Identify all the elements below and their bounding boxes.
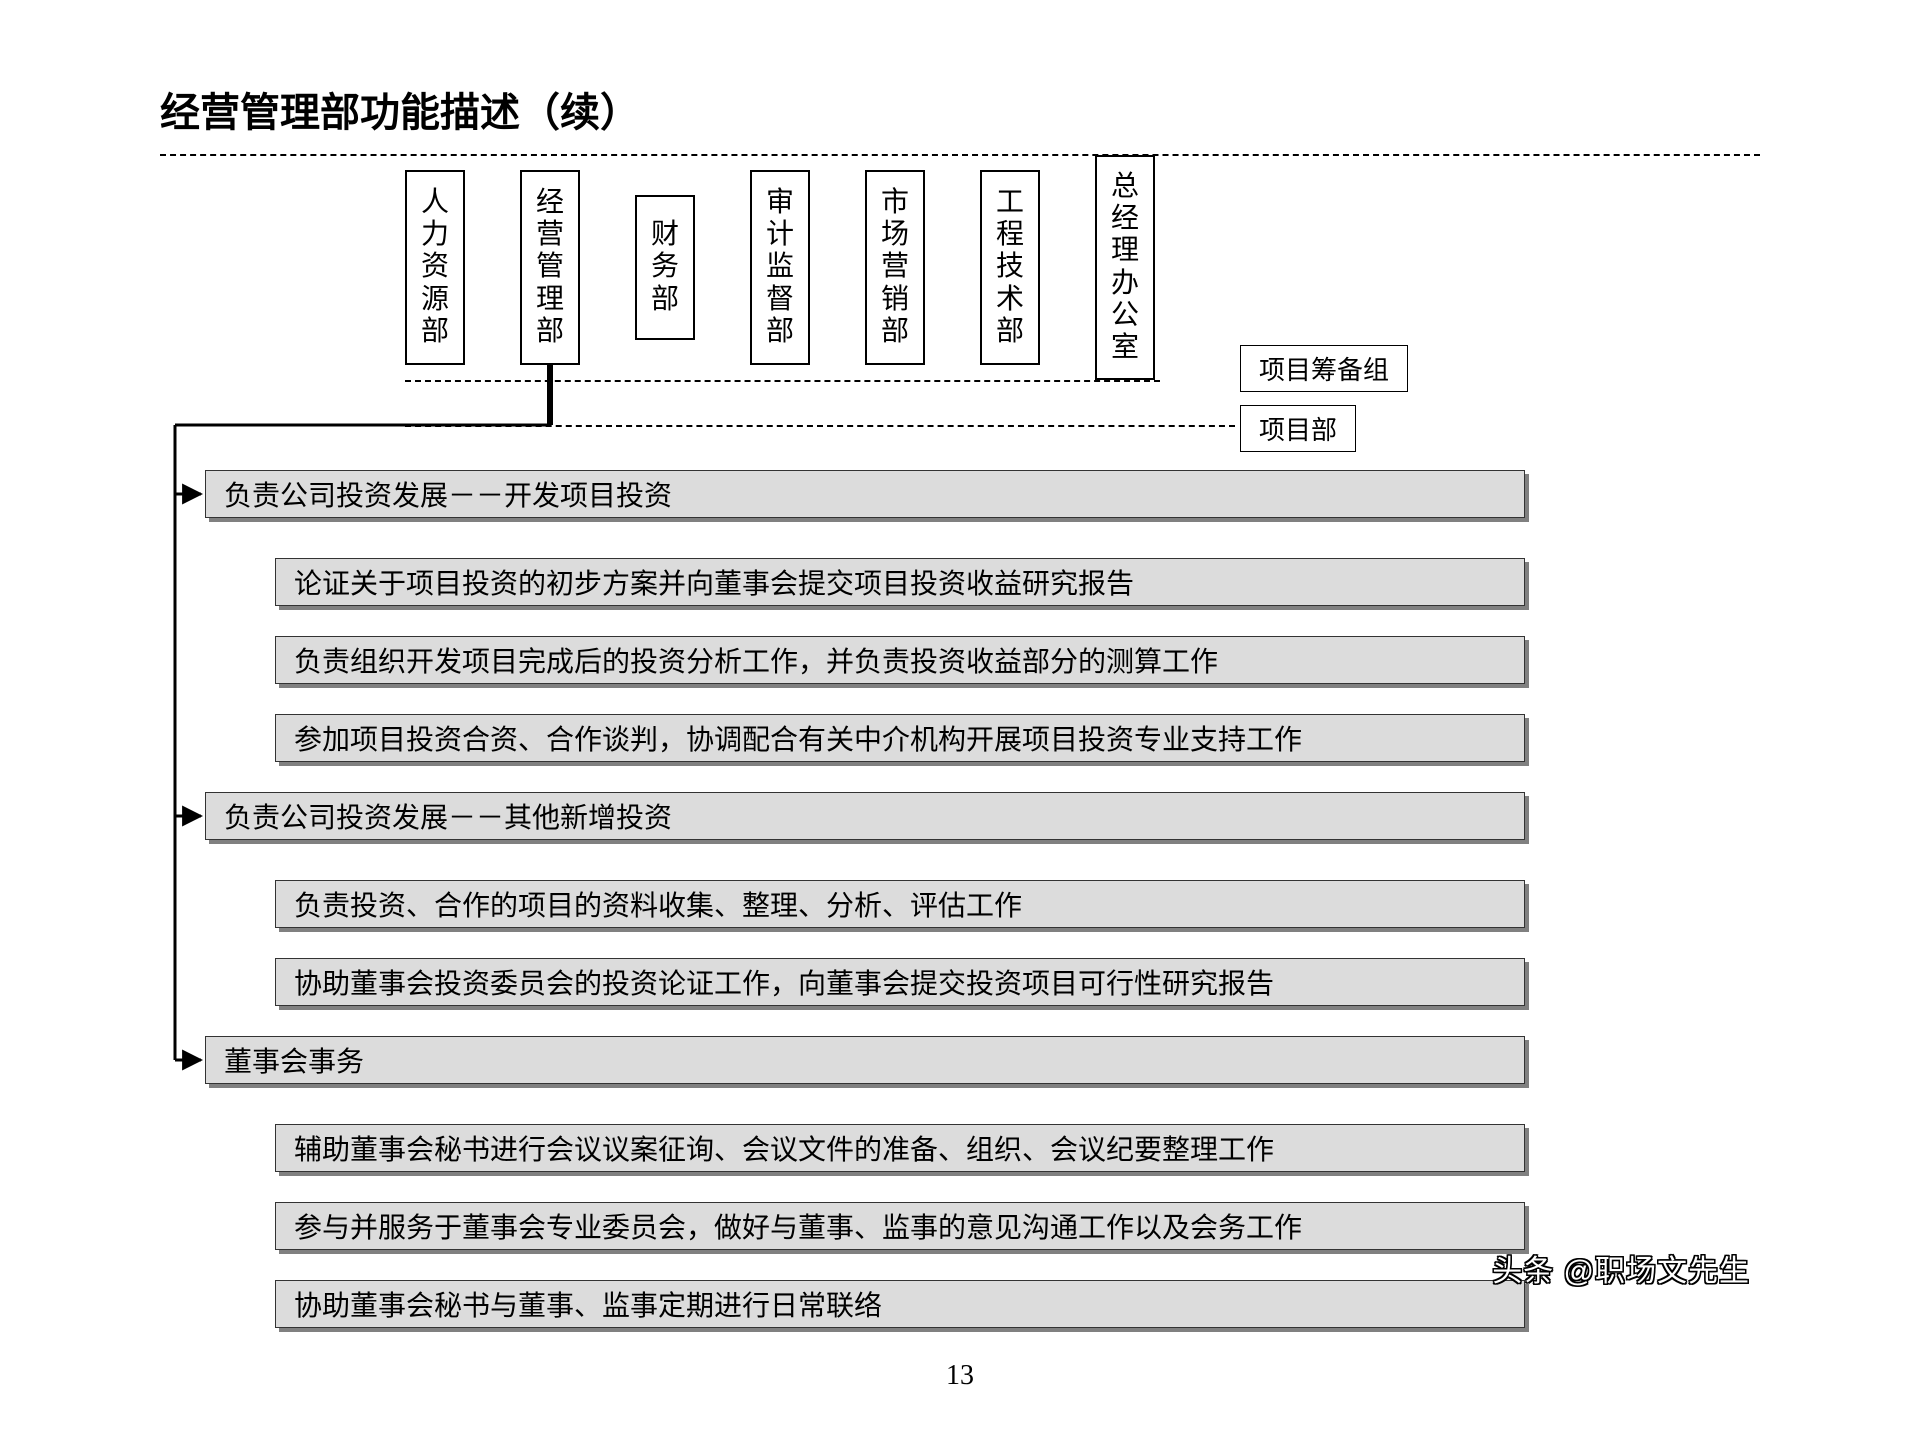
section-header: 负责公司投资发展－－开发项目投资 <box>205 470 1525 518</box>
section-item: 协助董事会秘书与董事、监事定期进行日常联络 <box>275 1280 1525 1328</box>
page-number: 13 <box>0 1360 1920 1392</box>
department-box: 人力资源部 <box>405 170 465 365</box>
dashed-line <box>405 425 1235 427</box>
section-item: 论证关于项目投资的初步方案并向董事会提交项目投资收益研究报告 <box>275 558 1525 606</box>
department-box: 审计监督部 <box>750 170 810 365</box>
section-item: 辅助董事会秘书进行会议议案征询、会议文件的准备、组织、会议纪要整理工作 <box>275 1124 1525 1172</box>
section-item: 参加项目投资合资、合作谈判，协调配合有关中介机构开展项目投资专业支持工作 <box>275 714 1525 762</box>
section-header: 负责公司投资发展－－其他新增投资 <box>205 792 1525 840</box>
department-box: 财务部 <box>635 195 695 340</box>
watermark: 头条 @职场文先生 <box>1492 1246 1750 1290</box>
section-header: 董事会事务 <box>205 1036 1525 1084</box>
department-box: 工程技术部 <box>980 170 1040 365</box>
slide-title: 经营管理部功能描述（续） <box>160 80 1760 138</box>
department-box: 经营管理部 <box>520 170 580 365</box>
section-item: 协助董事会投资委员会的投资论证工作，向董事会提交投资项目可行性研究报告 <box>275 958 1525 1006</box>
section-item: 负责组织开发项目完成后的投资分析工作，并负责投资收益部分的测算工作 <box>275 636 1525 684</box>
side-box: 项目部 <box>1240 405 1356 452</box>
section-item: 参与并服务于董事会专业委员会，做好与董事、监事的意见沟通工作以及会务工作 <box>275 1202 1525 1250</box>
department-box: 市场营销部 <box>865 170 925 365</box>
section-item: 负责投资、合作的项目的资料收集、整理、分析、评估工作 <box>275 880 1525 928</box>
dashed-line <box>405 380 1160 382</box>
side-box: 项目筹备组 <box>1240 345 1408 392</box>
dashed-line <box>160 154 1760 156</box>
department-box: 总经理办公室 <box>1095 155 1155 380</box>
